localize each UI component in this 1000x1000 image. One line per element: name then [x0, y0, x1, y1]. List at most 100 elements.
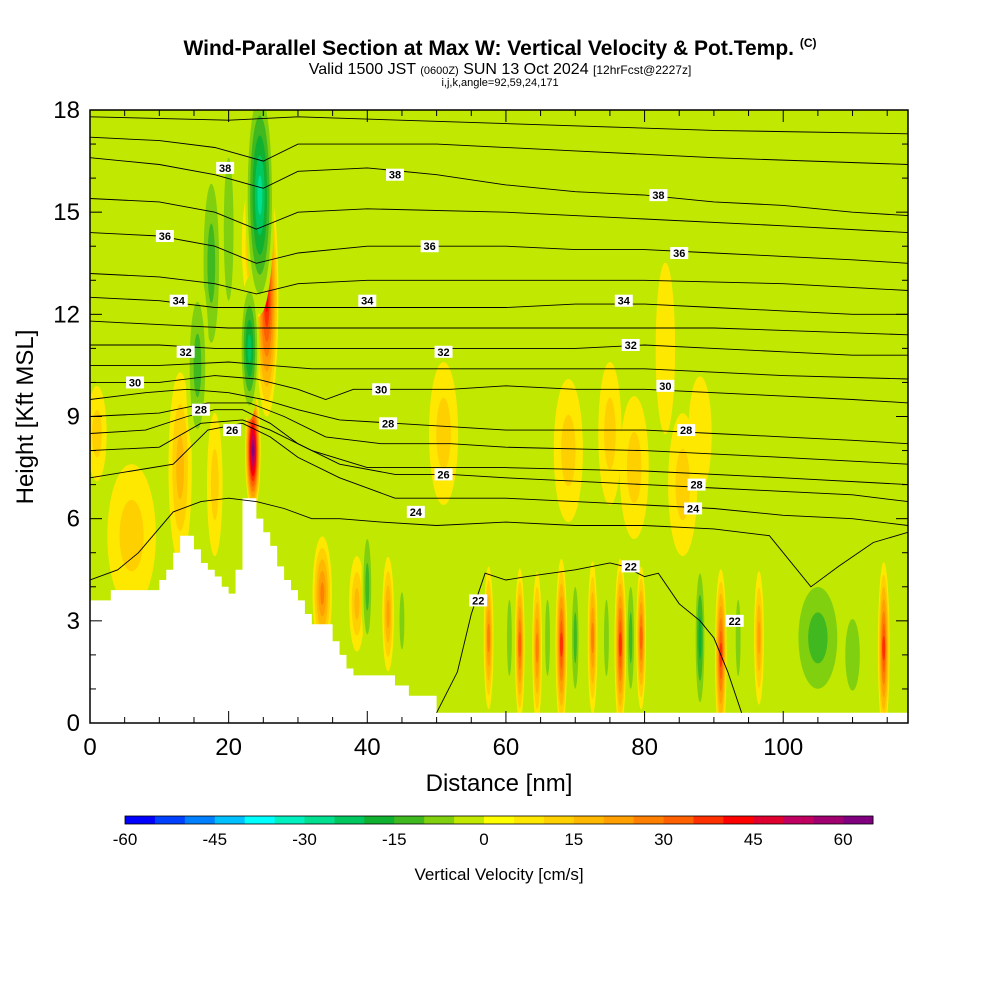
- colorbar-swatch: [573, 816, 605, 824]
- colorbar-swatch: [214, 816, 246, 824]
- chart-title-text: Wind-Parallel Section at Max W: Vertical…: [183, 37, 794, 60]
- x-tick-label: 0: [83, 734, 96, 761]
- velocity-cell: [90, 385, 107, 482]
- isentrope-line: [90, 497, 908, 588]
- contour-label: 34: [169, 294, 188, 308]
- velocity-band: [559, 632, 563, 657]
- contour-label: 32: [176, 345, 195, 359]
- contour-label-text: 32: [625, 340, 637, 352]
- velocity-cell: [763, 522, 803, 618]
- velocity-band: [882, 635, 886, 661]
- velocity-band: [193, 333, 202, 398]
- colorbar-swatch: [454, 816, 485, 824]
- contour-label: 36: [670, 247, 689, 260]
- contour-label-text: 22: [472, 595, 484, 607]
- contour-label-text: 38: [389, 170, 401, 182]
- contour-label-text: 26: [226, 425, 238, 437]
- velocity-cell: [688, 376, 712, 491]
- velocity-cell: [837, 583, 868, 723]
- colorbar-label: Vertical Velocity [cm/s]: [414, 865, 583, 884]
- chart-subtitle: Valid 1500 JST (0600Z) SUN 13 Oct 2024 […: [0, 61, 1000, 79]
- colorbar-swatch: [184, 816, 216, 824]
- velocity-cell: [619, 396, 649, 540]
- velocity-cell: [796, 110, 812, 233]
- contour-labels: 38 38 38 36 36 36 34 34 34 32 32 32 30 30 30 28 28 28 28 26…: [126, 161, 744, 628]
- contour-label-box: [216, 161, 235, 174]
- colorbar-swatch: [723, 816, 754, 824]
- contour-label-text: 22: [729, 616, 741, 628]
- contour-label: 36: [155, 230, 174, 243]
- velocity-cell: [694, 552, 706, 723]
- colorbar-tick-label: 45: [744, 830, 763, 849]
- contour-label-box: [155, 230, 174, 243]
- contour-label: 28: [677, 424, 696, 437]
- x-tick-label: 40: [354, 734, 381, 761]
- velocity-band: [119, 499, 144, 572]
- contour-label: 32: [621, 338, 640, 352]
- velocity-cell: [514, 568, 525, 721]
- colorbar-tick-label: -45: [202, 830, 227, 849]
- y-axis-label: Height [Kft MSL]: [12, 330, 39, 505]
- velocity-band: [518, 631, 522, 658]
- contour-label-box: [687, 478, 706, 491]
- contour-label: 30: [372, 383, 391, 396]
- contour-label-box: [684, 502, 703, 515]
- velocity-band: [331, 317, 348, 414]
- velocity-cell: [601, 561, 612, 715]
- colorbar-swatch: [154, 816, 186, 824]
- contour-label-text: 28: [680, 425, 692, 437]
- velocity-cell: [553, 379, 583, 523]
- isentrope-line: [90, 361, 908, 380]
- x-tick-label: 100: [763, 734, 803, 761]
- colorbar-swatch: [693, 816, 724, 824]
- velocity-band: [629, 612, 633, 664]
- velocity-cell: [542, 561, 553, 715]
- plot-area: 38 38 38 36 36 36 34 34 34 32 32 32 30 30 30 28 28 28 28 26…: [89, 109, 909, 724]
- colorbar-swatch: [813, 816, 844, 824]
- contour-label-box: [191, 403, 210, 416]
- subtitle-utc: (0600Z): [420, 65, 459, 77]
- contour-label-text: 32: [437, 347, 449, 359]
- velocity-band: [573, 612, 577, 664]
- contour-label: 28: [687, 478, 706, 492]
- contour-label-text: 38: [219, 163, 231, 175]
- contour-label-text: 30: [375, 384, 387, 396]
- contour-label-text: 30: [129, 377, 141, 389]
- colorbar-swatch: [304, 816, 335, 824]
- contour-label-text: 28: [690, 480, 702, 492]
- contour-label: 24: [684, 502, 703, 515]
- contour-label-box: [434, 468, 453, 481]
- colorbar-swatch: [543, 816, 575, 824]
- colorbar-swatch: [783, 816, 814, 824]
- velocity-band: [688, 376, 712, 491]
- velocity-cell: [614, 558, 627, 723]
- contour-label-box: [621, 338, 640, 351]
- contour-label-box: [469, 594, 488, 607]
- velocity-band: [447, 529, 468, 644]
- copyright-mark: (C): [799, 36, 817, 50]
- contour-label: 28: [191, 403, 210, 417]
- isentrope-line: [90, 375, 908, 404]
- contour-label: 26: [223, 424, 242, 437]
- x-axis-label: Distance [nm]: [426, 770, 573, 797]
- velocity-cell: [788, 561, 847, 715]
- velocity-band: [561, 414, 576, 487]
- contour-label-text: 34: [618, 296, 631, 308]
- subtitle-date: SUN 13 Oct 2024: [463, 61, 589, 78]
- contour-label-box: [176, 345, 195, 358]
- colorbar-tick-label: -60: [113, 830, 138, 849]
- isentrope-line: [90, 419, 908, 486]
- contour-label: 24: [406, 505, 425, 519]
- velocity-cell: [361, 515, 374, 659]
- contour-label-box: [406, 505, 425, 518]
- colorbar-swatch: [843, 816, 874, 824]
- velocity-band: [487, 623, 491, 653]
- contour-label-box: [670, 247, 689, 260]
- isentrope-line: [90, 116, 908, 135]
- velocity-band: [796, 110, 812, 233]
- contour-label: 34: [358, 294, 377, 308]
- x-tick-label: 60: [493, 734, 520, 761]
- contour-label: 30: [126, 376, 145, 389]
- colorbar-tick-label: 15: [564, 830, 583, 849]
